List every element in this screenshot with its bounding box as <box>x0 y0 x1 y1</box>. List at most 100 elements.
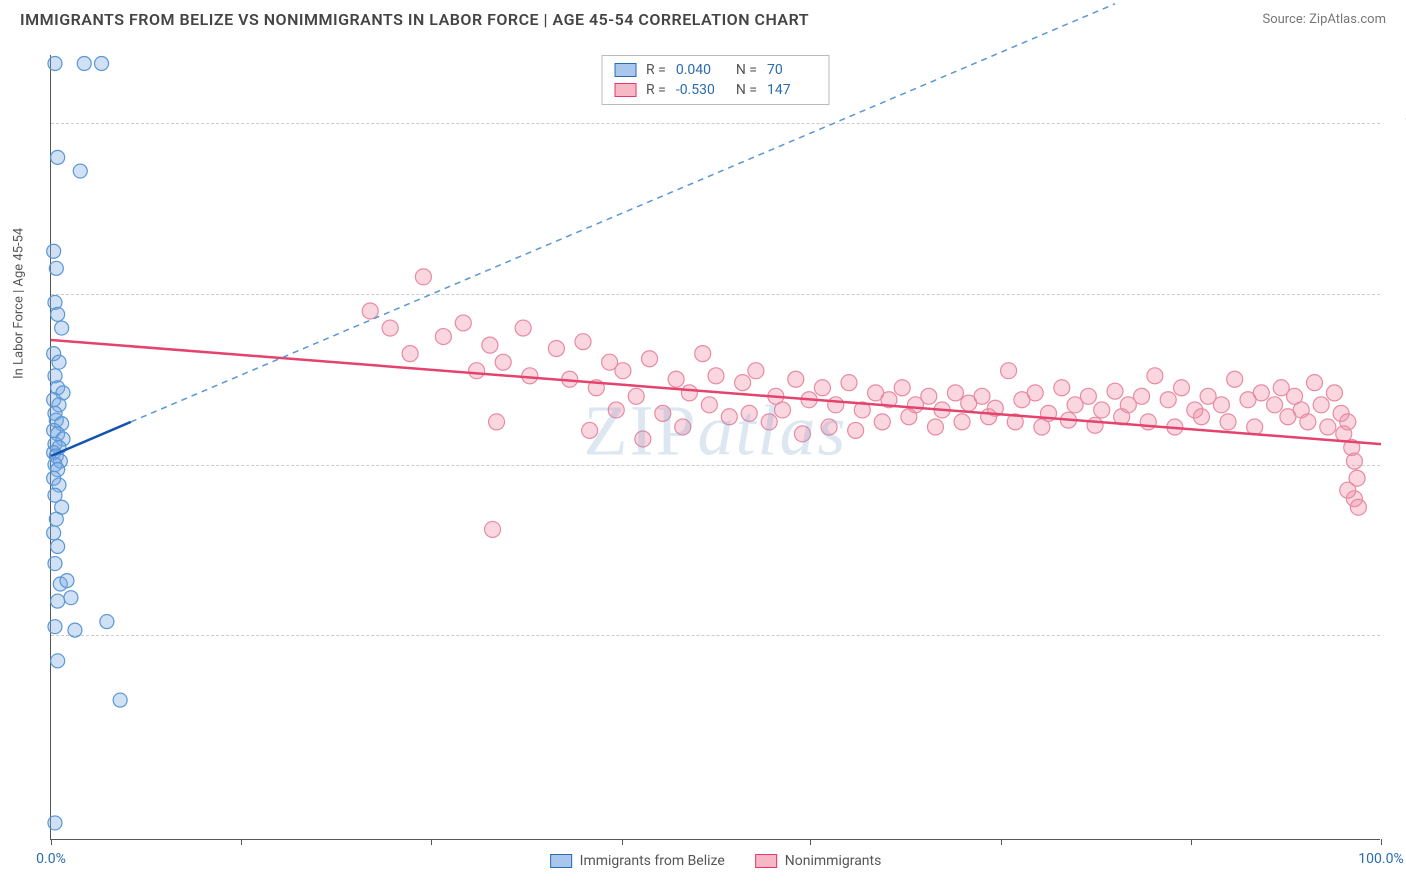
belize-point <box>49 512 63 526</box>
nonimm-point <box>1107 383 1123 399</box>
nonimm-point <box>402 346 418 362</box>
x-tick <box>810 839 811 845</box>
nonimm-point <box>1350 499 1366 515</box>
nonimm-point <box>495 354 511 370</box>
belize-point <box>64 591 78 605</box>
nonimm-point <box>1326 385 1342 401</box>
legend-item-belize: Immigrants from Belize <box>550 853 725 869</box>
nonimm-point <box>848 422 864 438</box>
scatter-plot-svg <box>51 55 1380 839</box>
y-axis-label: In Labor Force | Age 45-54 <box>12 228 27 379</box>
nonimm-point <box>761 414 777 430</box>
nonimm-point <box>1253 385 1269 401</box>
y-tick-label: 80.0% <box>1390 457 1406 473</box>
nonimm-point <box>489 414 505 430</box>
nonimm-point <box>748 363 764 379</box>
r-value-nonimm: -0.530 <box>676 82 726 98</box>
nonimm-point <box>1094 402 1110 418</box>
belize-point <box>51 307 65 321</box>
nonimm-point <box>775 402 791 418</box>
nonimm-point <box>582 422 598 438</box>
nonimm-point <box>1160 392 1176 408</box>
nonimm-point <box>469 363 485 379</box>
nonimm-point <box>927 419 943 435</box>
y-tick-label: 70.0% <box>1390 627 1406 643</box>
nonimm-point <box>1340 482 1356 498</box>
y-tick-label: 100.0% <box>1390 115 1406 131</box>
belize-point <box>55 321 69 335</box>
nonimm-point <box>794 426 810 442</box>
y-tick-label: 90.0% <box>1390 286 1406 302</box>
nonimm-point <box>1313 397 1329 413</box>
nonimm-point <box>548 341 564 357</box>
nonimm-point <box>894 380 910 396</box>
x-tick <box>241 839 242 845</box>
belize-point <box>51 539 65 553</box>
x-tick-label: 0.0% <box>36 851 66 867</box>
belize-point <box>60 574 74 588</box>
nonimm-point <box>382 320 398 336</box>
nonimm-point <box>575 334 591 350</box>
belize-point <box>77 57 91 71</box>
chart-source: Source: ZipAtlas.com <box>1262 12 1386 27</box>
belize-point <box>48 57 62 71</box>
n-value-belize: 70 <box>767 62 817 78</box>
x-tick <box>51 839 52 845</box>
nonimm-point <box>1054 380 1070 396</box>
nonimm-point <box>695 346 711 362</box>
nonimm-point <box>628 388 644 404</box>
nonimm-point <box>1307 375 1323 391</box>
nonimm-point <box>1227 371 1243 387</box>
nonimm-point <box>921 388 937 404</box>
nonimm-point <box>615 363 631 379</box>
belize-point <box>51 594 65 608</box>
nonimm-point <box>947 385 963 401</box>
n-value-nonimm: 147 <box>767 82 817 98</box>
belize-point <box>113 693 127 707</box>
correlation-legend: R = 0.040 N = 70 R = -0.530 N = 147 <box>601 55 830 105</box>
nonimm-point <box>788 371 804 387</box>
nonimm-point <box>1087 417 1103 433</box>
nonimm-point <box>455 315 471 331</box>
nonimm-point <box>362 303 378 319</box>
nonimm-point <box>1346 453 1362 469</box>
nonimm-point <box>735 375 751 391</box>
nonimm-point <box>642 351 658 367</box>
nonimm-point <box>708 368 724 384</box>
nonimm-point <box>1267 397 1283 413</box>
nonimm-point <box>1193 409 1209 425</box>
nonimm-point <box>1080 388 1096 404</box>
nonimm-point <box>821 419 837 435</box>
nonimm-point <box>668 371 684 387</box>
r-value-belize: 0.040 <box>676 62 726 78</box>
belize-point <box>49 261 63 275</box>
nonimm-point <box>608 402 624 418</box>
nonimm-point <box>1027 385 1043 401</box>
x-tick <box>431 839 432 845</box>
x-tick <box>622 839 623 845</box>
x-tick <box>1191 839 1192 845</box>
nonimm-point <box>1174 380 1190 396</box>
nonimm-point <box>974 388 990 404</box>
nonimm-point <box>1340 414 1356 430</box>
nonimm-point <box>721 409 737 425</box>
belize-point <box>68 623 82 637</box>
nonimm-point <box>1147 368 1163 384</box>
nonimm-point <box>1320 419 1336 435</box>
nonimm-point <box>741 405 757 421</box>
legend-label-belize: Immigrants from Belize <box>580 853 725 869</box>
legend-label-nonimm: Nonimmigrants <box>785 853 882 869</box>
nonimm-point <box>828 397 844 413</box>
chart-title: IMMIGRANTS FROM BELIZE VS NONIMMIGRANTS … <box>20 10 809 29</box>
nonimm-point <box>1300 414 1316 430</box>
belize-point <box>48 557 62 571</box>
belize-point <box>51 150 65 164</box>
swatch-nonimm <box>614 83 636 97</box>
nonimm-point <box>1220 414 1236 430</box>
nonimm-point <box>515 320 531 336</box>
n-label: N = <box>736 62 757 78</box>
nonimm-point <box>485 521 501 537</box>
swatch-belize-icon <box>550 854 572 868</box>
n-label: N = <box>736 82 757 98</box>
legend-item-nonimm: Nonimmigrants <box>755 853 882 869</box>
